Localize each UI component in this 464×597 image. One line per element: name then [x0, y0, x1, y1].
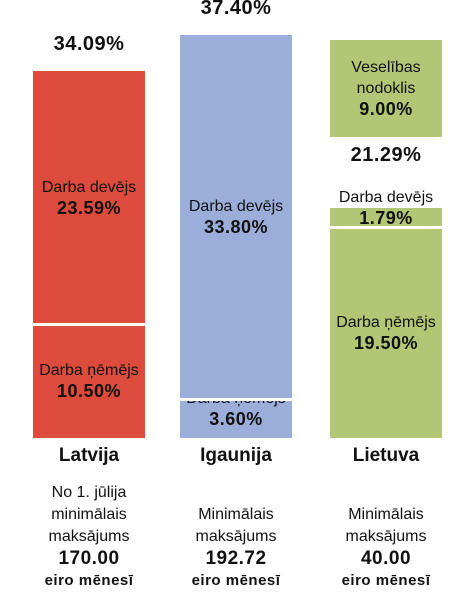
bar-segment: Darba ņēmējs3.60%	[180, 390, 292, 438]
segment-divider	[180, 397, 292, 401]
payment-note: Minimālais maksājums	[195, 506, 277, 545]
country-name: Latvija	[58, 445, 120, 466]
segment-divider	[33, 323, 145, 327]
total-label: 34.09%	[53, 32, 125, 55]
total-label: 37.40%	[200, 0, 272, 19]
additional-segment: Veselības nodoklis 9.00%	[330, 40, 442, 138]
country-name: Lietuva	[352, 445, 420, 466]
segment-value: 3.60%	[209, 408, 263, 429]
segment-name: Darba devējs	[338, 189, 434, 207]
bar-segment: Darba devējs 1.79%	[330, 189, 442, 229]
segment-value: 33.80%	[203, 216, 269, 237]
segment-name: Darba ņēmējs	[336, 313, 436, 331]
total-label: 21.29%	[350, 144, 422, 167]
country-name: Igaunija	[200, 445, 272, 466]
payment-amount: 40.00	[360, 548, 412, 569]
payment-note: No 1. jūlija minimālais maksājums	[48, 484, 130, 545]
payment-info: Minimālais maksājums 192.72 eiro mēnesī	[174, 478, 298, 592]
segment-name: Darba ņēmējs	[39, 362, 139, 380]
bar-segment: Darba devējs 23.59%	[33, 70, 145, 325]
additional-text: Veselības nodoklis 9.00%	[330, 57, 442, 120]
payment-amount: 170.00	[58, 548, 120, 569]
segment-name: Darba devējs	[41, 178, 137, 196]
segment-divider	[330, 226, 442, 230]
segment-value: 19.50%	[353, 332, 419, 353]
segment-name: Darba devējs	[188, 197, 284, 215]
payment-amount: 192.72	[205, 548, 267, 569]
payment-unit: eiro mēnesī	[341, 572, 431, 589]
bar-segment: Darba devējs 33.80%	[180, 34, 292, 400]
payment-unit: eiro mēnesī	[191, 572, 281, 589]
segment-value: 9.00%	[359, 98, 413, 119]
payment-info: No 1. jūlija minimālais maksājums 170.00 e…	[27, 478, 151, 592]
bar-segment: Darba ņēmējs 10.50%	[33, 324, 145, 438]
segment-name: Veselības nodoklis	[351, 58, 421, 97]
bar-segment: Darba ņēmējs 19.50%	[330, 227, 442, 438]
segment-value: 1.79%	[359, 208, 413, 229]
payment-info: Minimālais maksājums 40.00 eiro mēnesī	[324, 478, 448, 592]
segment-value: 10.50%	[56, 381, 122, 402]
payment-note: Minimālais maksājums	[345, 506, 427, 545]
payment-unit: eiro mēnesī	[44, 572, 134, 589]
segment-value: 23.59%	[56, 197, 122, 218]
